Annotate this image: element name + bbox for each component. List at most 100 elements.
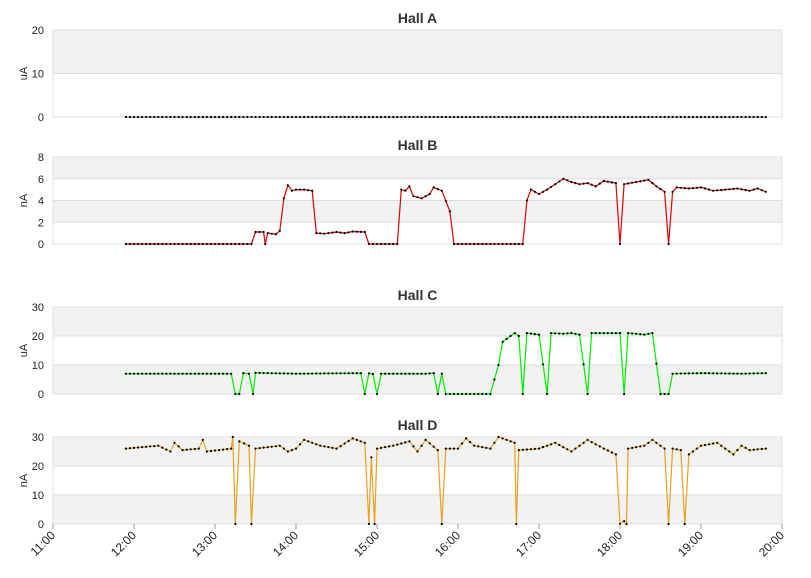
data-point (145, 242, 148, 246)
data-point (614, 453, 618, 456)
y-tick-label: 2 (38, 217, 44, 229)
data-point (197, 372, 200, 375)
data-point (469, 242, 472, 246)
data-point (497, 363, 500, 367)
data-point (396, 443, 399, 446)
data-point (675, 115, 678, 119)
data-point (373, 522, 376, 526)
data-point (647, 332, 650, 335)
data-point (217, 242, 221, 246)
data-point (408, 185, 411, 188)
data-point (343, 232, 346, 235)
data-point (574, 115, 577, 119)
data-point (529, 188, 533, 191)
data-point (635, 446, 638, 449)
data-point (270, 232, 273, 235)
data-point (315, 443, 318, 446)
data-point (546, 188, 549, 191)
data-point (193, 115, 196, 119)
data-point (679, 186, 682, 189)
data-point (327, 372, 330, 375)
data-point (254, 230, 257, 234)
data-point (384, 446, 387, 449)
data-point (473, 242, 476, 246)
data-point (286, 450, 289, 453)
data-point (323, 232, 326, 235)
data-point (546, 115, 549, 119)
data-point (173, 372, 176, 375)
data-point (618, 242, 622, 246)
data-point (262, 371, 265, 375)
data-point (667, 242, 670, 246)
x-tick-label: 14:00 (270, 528, 301, 559)
data-point (347, 439, 350, 443)
data-point (481, 392, 484, 396)
data-point (704, 372, 707, 375)
data-point (659, 392, 662, 396)
data-point (145, 445, 148, 448)
data-point (586, 182, 589, 185)
data-point (554, 183, 557, 186)
data-point (533, 115, 537, 119)
data-point (732, 372, 735, 375)
data-point (452, 115, 455, 119)
y-tick-label: 20 (32, 25, 44, 37)
data-point (347, 231, 350, 234)
data-point (193, 242, 196, 246)
data-point (165, 115, 168, 119)
data-point (331, 231, 334, 234)
data-point (375, 392, 379, 396)
data-point (319, 115, 322, 119)
data-point (262, 230, 265, 234)
data-point (456, 447, 460, 450)
data-point (420, 115, 423, 119)
data-point (736, 372, 739, 375)
x-tick-label: 18:00 (594, 528, 625, 559)
data-point (128, 372, 132, 375)
data-point (537, 447, 541, 450)
data-point (513, 242, 516, 246)
data-point (311, 189, 314, 192)
data-point (505, 438, 508, 441)
data-point (736, 187, 739, 190)
data-point (610, 451, 614, 454)
data-point (485, 446, 488, 449)
data-point (278, 229, 281, 232)
y-tick-label: 30 (32, 302, 44, 314)
data-point (294, 372, 298, 375)
data-point (537, 115, 541, 119)
data-point (177, 242, 180, 246)
data-point (497, 242, 500, 246)
data-point (558, 115, 561, 119)
data-point (651, 438, 654, 441)
y-tick-label: 20 (32, 461, 44, 473)
data-point (764, 190, 767, 193)
data-point (124, 115, 127, 119)
data-point (335, 115, 338, 119)
data-point (250, 242, 253, 246)
data-point (247, 444, 251, 447)
plot-frame (52, 306, 783, 395)
data-point (477, 115, 480, 119)
series-markers (124, 115, 767, 119)
data-point (659, 115, 662, 119)
data-point (517, 334, 520, 338)
data-point (185, 115, 188, 119)
y-axis-label: nA (18, 193, 30, 207)
data-point (708, 372, 711, 375)
data-point (764, 372, 767, 375)
data-point (602, 115, 605, 119)
data-point (230, 447, 233, 450)
data-point (655, 441, 658, 444)
y-tick-label: 10 (32, 69, 44, 81)
data-point (424, 372, 427, 375)
data-point (663, 115, 666, 119)
data-point (489, 392, 492, 396)
data-point (169, 242, 172, 246)
data-point (290, 189, 293, 192)
data-point (748, 189, 751, 192)
data-point (570, 115, 573, 119)
data-point (290, 115, 294, 119)
data-point (525, 448, 529, 451)
panel-0: 0 10 20 uA Hall A (18, 10, 783, 124)
